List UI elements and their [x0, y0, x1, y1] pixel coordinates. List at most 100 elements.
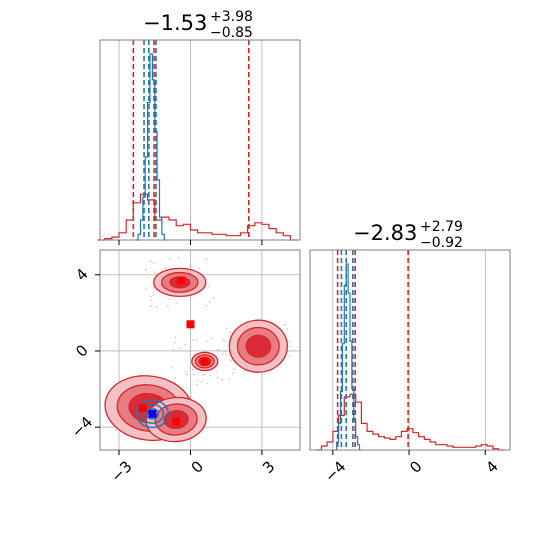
sample-point	[184, 344, 187, 346]
y-tick-label: 0	[72, 341, 91, 360]
density-panel-2d: −3 0 3 4 0 −4	[68, 249, 301, 486]
sample-point	[153, 286, 155, 289]
sample-point	[192, 339, 195, 342]
sample-point	[185, 373, 188, 376]
red-marker	[186, 320, 195, 329]
sample-point	[196, 379, 199, 382]
title-param-1-median: −1.53	[143, 11, 207, 35]
sample-point	[283, 324, 286, 326]
sample-point	[229, 331, 232, 334]
sample-point	[156, 306, 158, 308]
sample-point	[224, 339, 227, 342]
sample-point	[224, 350, 227, 353]
sample-point	[200, 380, 203, 383]
sample-point	[166, 305, 169, 307]
hist-red	[315, 393, 505, 451]
density-frame	[99, 249, 301, 451]
sample-point	[286, 328, 289, 331]
title-param-1: −1.53 +3.98 −0.85	[143, 9, 253, 41]
sample-point	[150, 295, 153, 298]
sample-point	[233, 368, 235, 371]
sample-point	[216, 371, 218, 374]
sample-point	[201, 373, 204, 376]
sample-point	[152, 261, 155, 264]
contour-level	[245, 334, 272, 358]
red-marker	[176, 276, 185, 285]
contour-blue-level	[140, 403, 165, 424]
marginal-panel-1	[97, 39, 301, 245]
blue-marker	[148, 409, 157, 418]
title-param-1-minus: −0.85	[210, 25, 253, 41]
sample-point	[173, 341, 176, 344]
sample-point	[146, 276, 149, 279]
sample-point	[177, 257, 180, 259]
title-param-1-plus: +3.98	[210, 9, 253, 25]
sample-point	[205, 304, 207, 307]
sample-point	[221, 339, 224, 342]
hist-blue	[135, 53, 167, 241]
sample-point	[195, 338, 198, 341]
marginal-1-frame	[99, 39, 301, 241]
title-param-2-plus: +2.79	[420, 219, 463, 235]
sample-point	[208, 301, 211, 303]
title-param-2-minus: −0.92	[420, 235, 463, 251]
sample-point	[210, 337, 212, 340]
sample-point	[207, 285, 210, 288]
x-tick-label: −4	[321, 457, 349, 485]
sample-point	[196, 383, 198, 386]
sample-point	[289, 345, 291, 348]
sample-point	[150, 260, 152, 263]
sample-point	[160, 269, 163, 272]
sample-point	[184, 370, 187, 373]
marginal-panel-2: −4 0 4	[309, 249, 511, 486]
marginal-2-frame	[309, 249, 511, 451]
title-param-2: −2.83 +2.79 −0.92	[353, 219, 463, 251]
red-marker	[172, 417, 181, 426]
x-tick-label: 4	[482, 457, 501, 476]
sample-point	[228, 378, 231, 380]
sample-point	[232, 372, 234, 374]
hist-red	[97, 193, 298, 241]
sample-point	[206, 382, 209, 385]
sample-point	[170, 366, 173, 368]
contour-blue	[135, 399, 170, 429]
sample-point	[150, 305, 152, 308]
contour-mode-right	[228, 319, 288, 373]
sample-point	[197, 267, 200, 270]
sample-point	[174, 377, 177, 380]
x-tick-label: −3	[107, 457, 135, 485]
red-marker	[138, 404, 147, 413]
sample-point	[144, 288, 147, 291]
sample-point	[150, 299, 153, 302]
sample-point	[289, 340, 292, 343]
sample-point	[226, 327, 228, 330]
sample-point	[216, 376, 219, 379]
sample-point	[205, 258, 208, 261]
sample-point	[115, 428, 117, 430]
x-tick-label: 0	[406, 457, 425, 476]
sample-point	[192, 373, 195, 376]
density-plot-area	[100, 250, 300, 450]
sample-point	[212, 296, 215, 299]
sample-point	[174, 336, 177, 339]
x-tick-label: 0	[188, 457, 207, 476]
sample-point	[179, 347, 181, 349]
sample-point	[175, 301, 178, 304]
sample-point	[208, 374, 211, 377]
sample-point	[189, 265, 192, 267]
sample-point	[172, 348, 175, 351]
sample-point	[164, 267, 167, 270]
sample-point	[225, 353, 227, 356]
sample-point	[206, 340, 209, 343]
contour-blue-level	[135, 399, 170, 429]
sample-point	[203, 373, 206, 376]
sample-point	[152, 294, 155, 296]
title-param-2-median: −2.83	[353, 221, 417, 245]
red-marker	[200, 357, 209, 366]
contour-blue-level	[145, 408, 160, 420]
hist-blue	[334, 263, 362, 451]
x-tick-label: 3	[259, 457, 278, 476]
sample-point	[217, 348, 219, 351]
y-tick-label: −4	[68, 413, 96, 441]
sample-point	[167, 298, 170, 301]
